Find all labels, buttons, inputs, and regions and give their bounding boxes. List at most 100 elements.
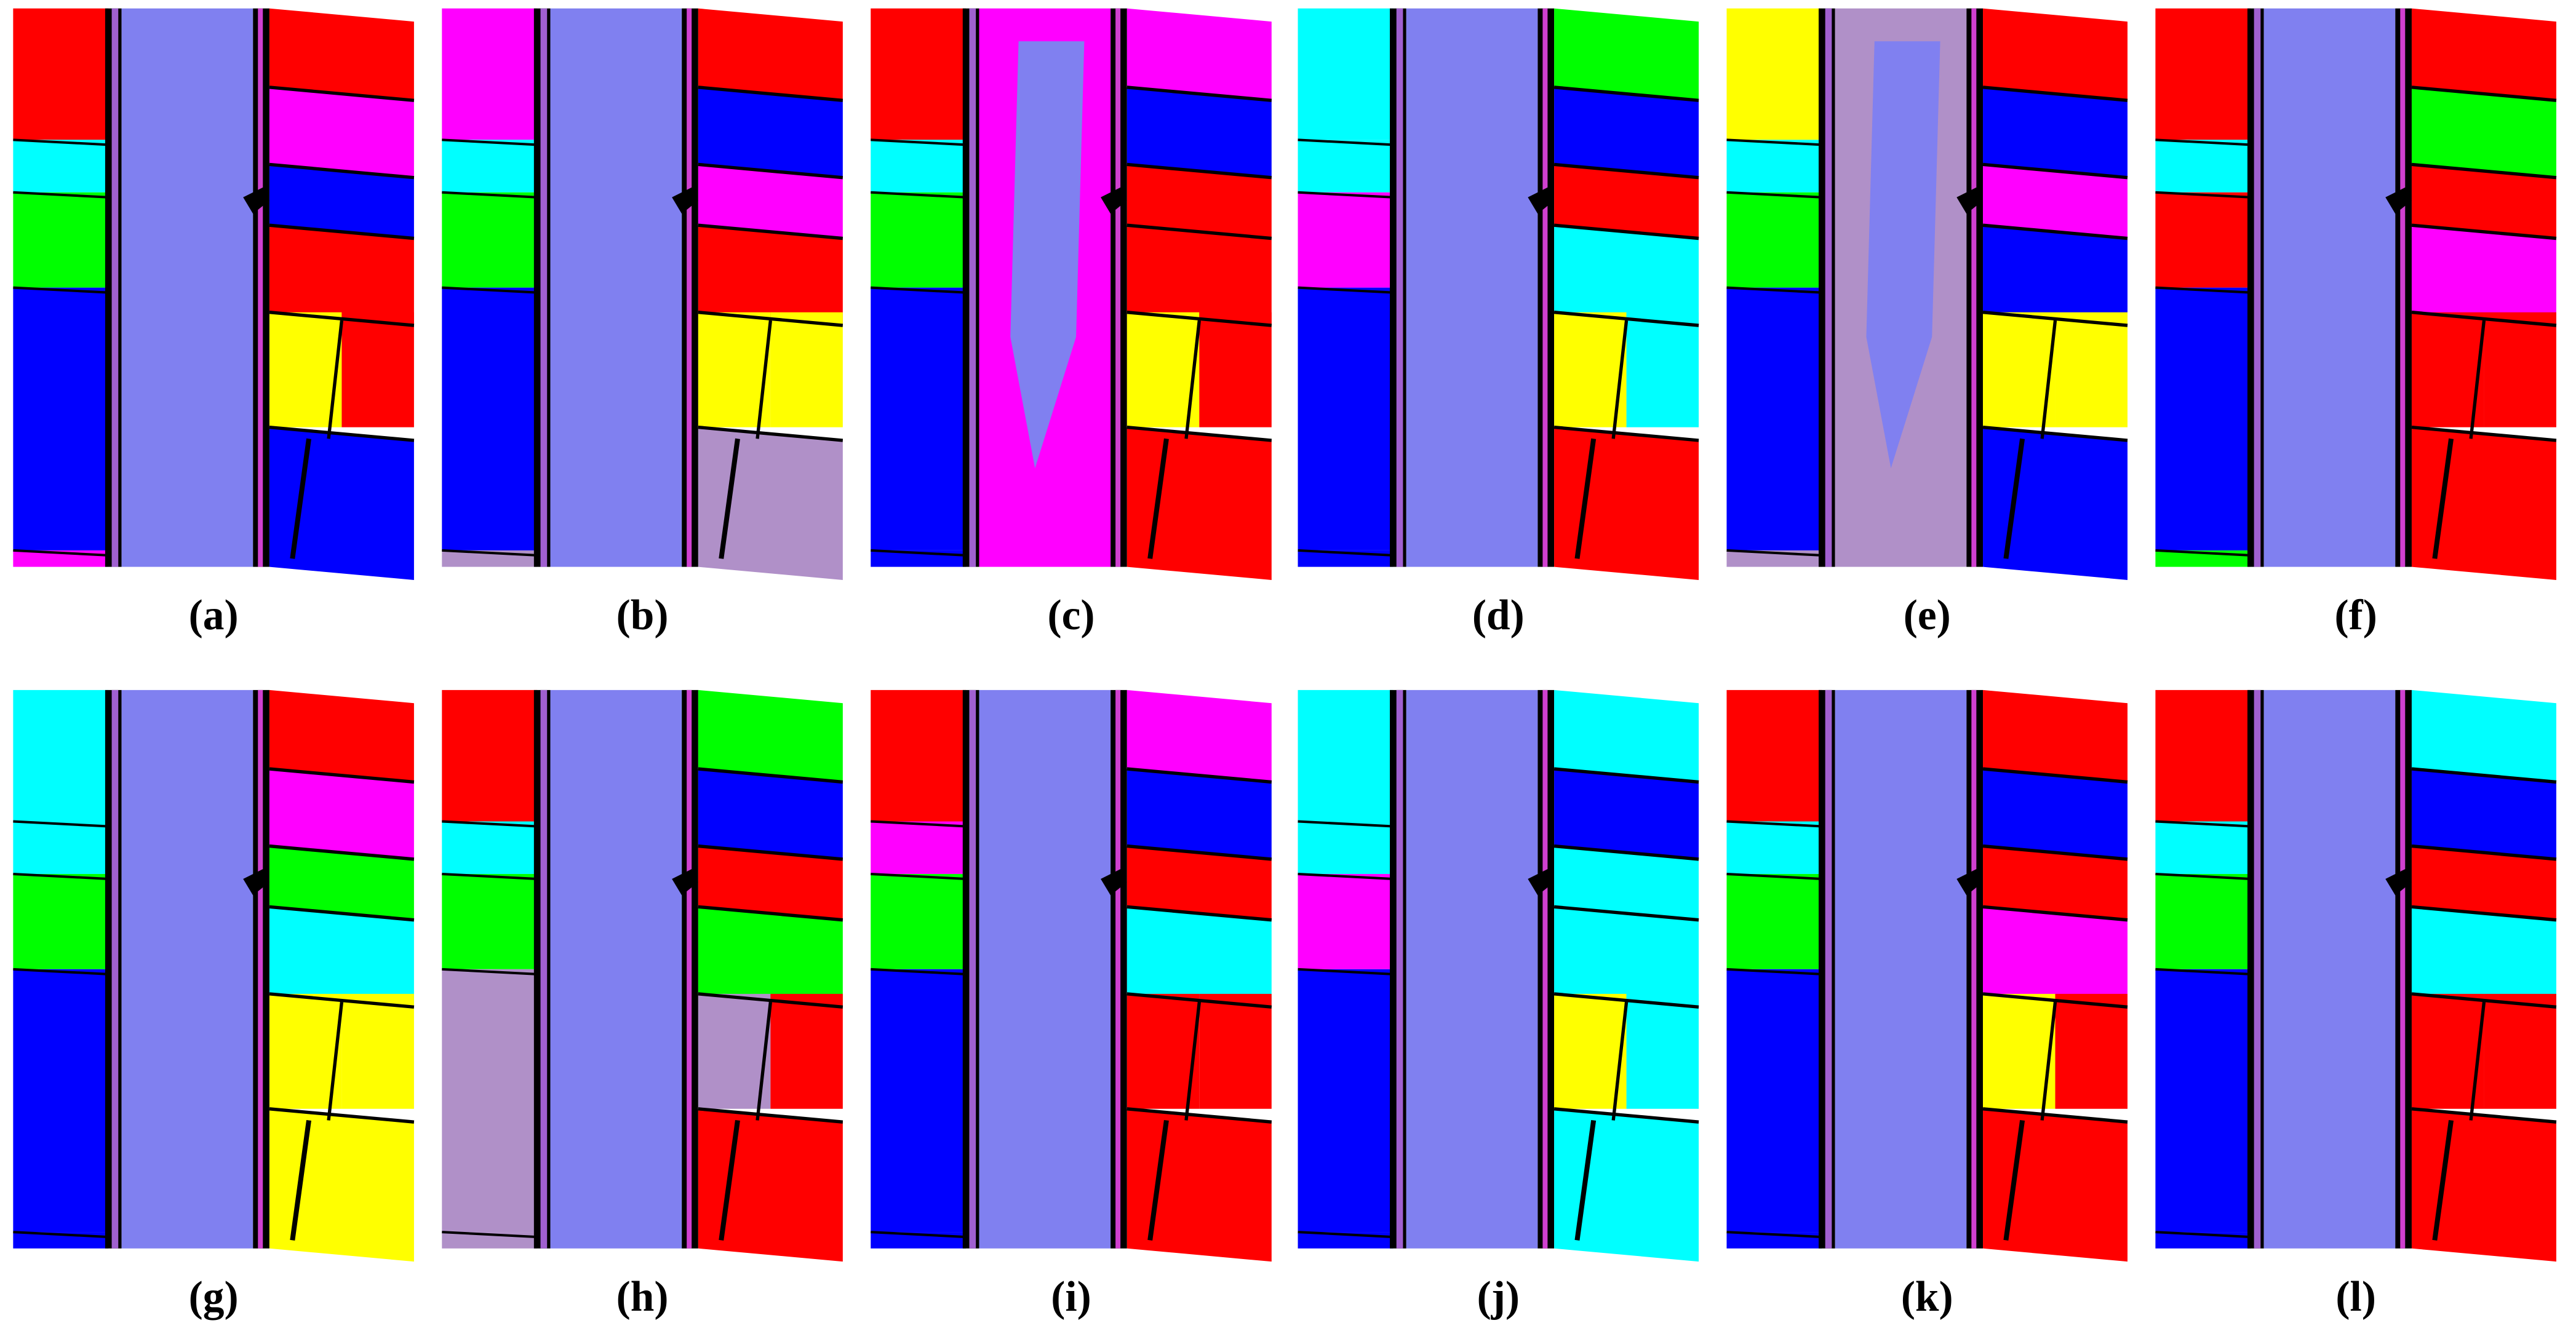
field [1127,87,1272,178]
structure [1528,868,1555,896]
road-edge [258,689,263,1249]
field [1983,846,2128,920]
field-border [1982,425,2128,442]
field [698,907,843,1007]
field [269,312,342,427]
field [1127,769,1272,859]
field [1127,846,1272,920]
field [442,287,538,550]
field [2411,907,2556,1007]
field-border [1982,1107,2128,1124]
road-edge [687,8,692,567]
field [2155,689,2251,822]
field [698,87,843,178]
field [13,969,109,1233]
field-border [1726,286,1822,294]
field [1127,225,1272,326]
field-border [442,967,538,975]
field [2411,846,2556,920]
field-border [1574,438,1597,559]
field-border [1298,1231,1394,1239]
field-border [1553,223,1699,240]
field [1726,821,1822,874]
field-border [698,85,843,102]
field-border [1726,191,1822,199]
field-border [719,1119,740,1241]
river-core [1010,41,1085,469]
field-border [2003,438,2025,559]
road-edge [687,689,692,1249]
field [1554,164,1699,239]
field [2155,140,2251,193]
panel-label: (b) [616,592,669,639]
field-border [698,311,843,327]
classification-map [1726,8,2128,580]
field-border [13,820,109,828]
field [269,769,414,859]
field [1298,140,1394,193]
field [2411,312,2484,427]
road-edge [111,8,119,567]
field [341,312,414,427]
panel-label: (l) [2335,1273,2376,1321]
field [13,689,109,822]
field-border [698,844,843,861]
field [2155,821,2251,874]
field-border [1574,1119,1597,1241]
field-border [2155,1231,2251,1239]
field-border [13,191,109,199]
river [2263,689,2396,1249]
field [442,969,538,1233]
field-border [1147,438,1169,559]
field-border [1127,162,1272,180]
field-border [719,438,740,559]
field-border [2040,320,2057,439]
field [1554,769,1699,859]
field [269,87,414,178]
field-border [1726,549,1822,557]
field-border [1982,844,2128,861]
field-border [1184,320,1201,439]
field [269,993,342,1109]
field [1726,8,1822,140]
field-border [2155,872,2251,880]
field [269,846,414,920]
field [1726,192,1822,288]
field-border [2040,1001,2057,1121]
field [13,821,109,874]
field-border [1726,1231,1822,1239]
road-edge [1971,689,1977,1249]
field-border [1127,905,1272,922]
field [2055,993,2128,1109]
field [13,140,109,193]
field [698,312,771,427]
structure [672,187,698,214]
river [550,8,682,567]
field-border [1982,85,2128,102]
field [1127,8,1272,101]
road-edge [540,689,548,1249]
field-border [290,438,311,559]
field-border [1298,872,1394,880]
field [1298,821,1394,874]
field-border [2155,286,2251,294]
field-border [2411,425,2557,442]
field [1726,873,1822,969]
field [2411,87,2556,178]
field-border [1553,1107,1699,1124]
panel-label: (e) [1904,592,1951,639]
panel-label: (a) [189,592,239,639]
field [698,8,843,101]
field [1127,689,1272,782]
classification-map [442,689,843,1262]
field-border [1127,85,1272,102]
field-border [290,1119,311,1241]
river [2263,8,2396,567]
field [1127,993,1200,1109]
field [1726,689,1822,822]
field-border [442,138,538,146]
field-border [13,872,109,880]
field [1298,287,1394,550]
field [1726,140,1822,193]
field-border [269,992,415,1009]
